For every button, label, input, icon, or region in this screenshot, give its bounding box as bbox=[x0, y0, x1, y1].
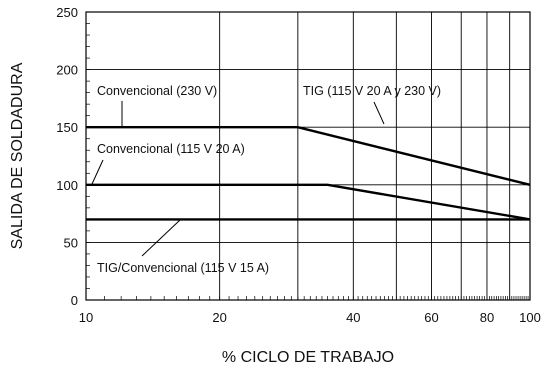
y-tick-label: 150 bbox=[56, 120, 78, 135]
x-tick-label: 20 bbox=[212, 310, 226, 325]
y-tick-label: 50 bbox=[64, 235, 78, 250]
x-tick-label: 10 bbox=[79, 310, 93, 325]
leader-convencional-115-20 bbox=[91, 159, 104, 185]
tick-layer: 0 50 100 150 200 250 10 20 40 60 80 100 bbox=[56, 5, 541, 325]
y-tick-label: 250 bbox=[56, 5, 78, 20]
series-line-0 bbox=[86, 125, 531, 186]
y-tick-label: 200 bbox=[56, 63, 78, 78]
annotation-convencional-115-20: Convencional (115 V 20 A) bbox=[97, 142, 245, 156]
x-tick-label: 80 bbox=[480, 310, 494, 325]
annotation-tig: TIG (115 V 20 A y 230 V) bbox=[303, 84, 441, 98]
annotations: Convencional (230 V) Convencional (115 V… bbox=[91, 84, 441, 275]
y-axis-label: SALIDA DE SOLDADURA bbox=[9, 62, 26, 249]
x-tick-label: 60 bbox=[424, 310, 438, 325]
x-axis-label: % CICLO DE TRABAJO bbox=[222, 349, 394, 366]
y-tick-label: 100 bbox=[56, 178, 78, 193]
annotation-convencional-230: Convencional (230 V) bbox=[97, 84, 217, 98]
plot-frame bbox=[85, 11, 531, 301]
y-tick-label: 0 bbox=[71, 293, 78, 308]
leader-tig-convencional-115-15 bbox=[141, 219, 181, 257]
series-layer bbox=[86, 125, 531, 221]
annotation-tig-convencional-115-15: TIG/Convencional (115 V 15 A) bbox=[97, 261, 269, 275]
leader-tig bbox=[373, 101, 385, 125]
grid bbox=[85, 11, 531, 301]
series-line-1 bbox=[86, 183, 531, 221]
x-tick-label: 100 bbox=[519, 310, 541, 325]
x-tick-label: 40 bbox=[346, 310, 360, 325]
